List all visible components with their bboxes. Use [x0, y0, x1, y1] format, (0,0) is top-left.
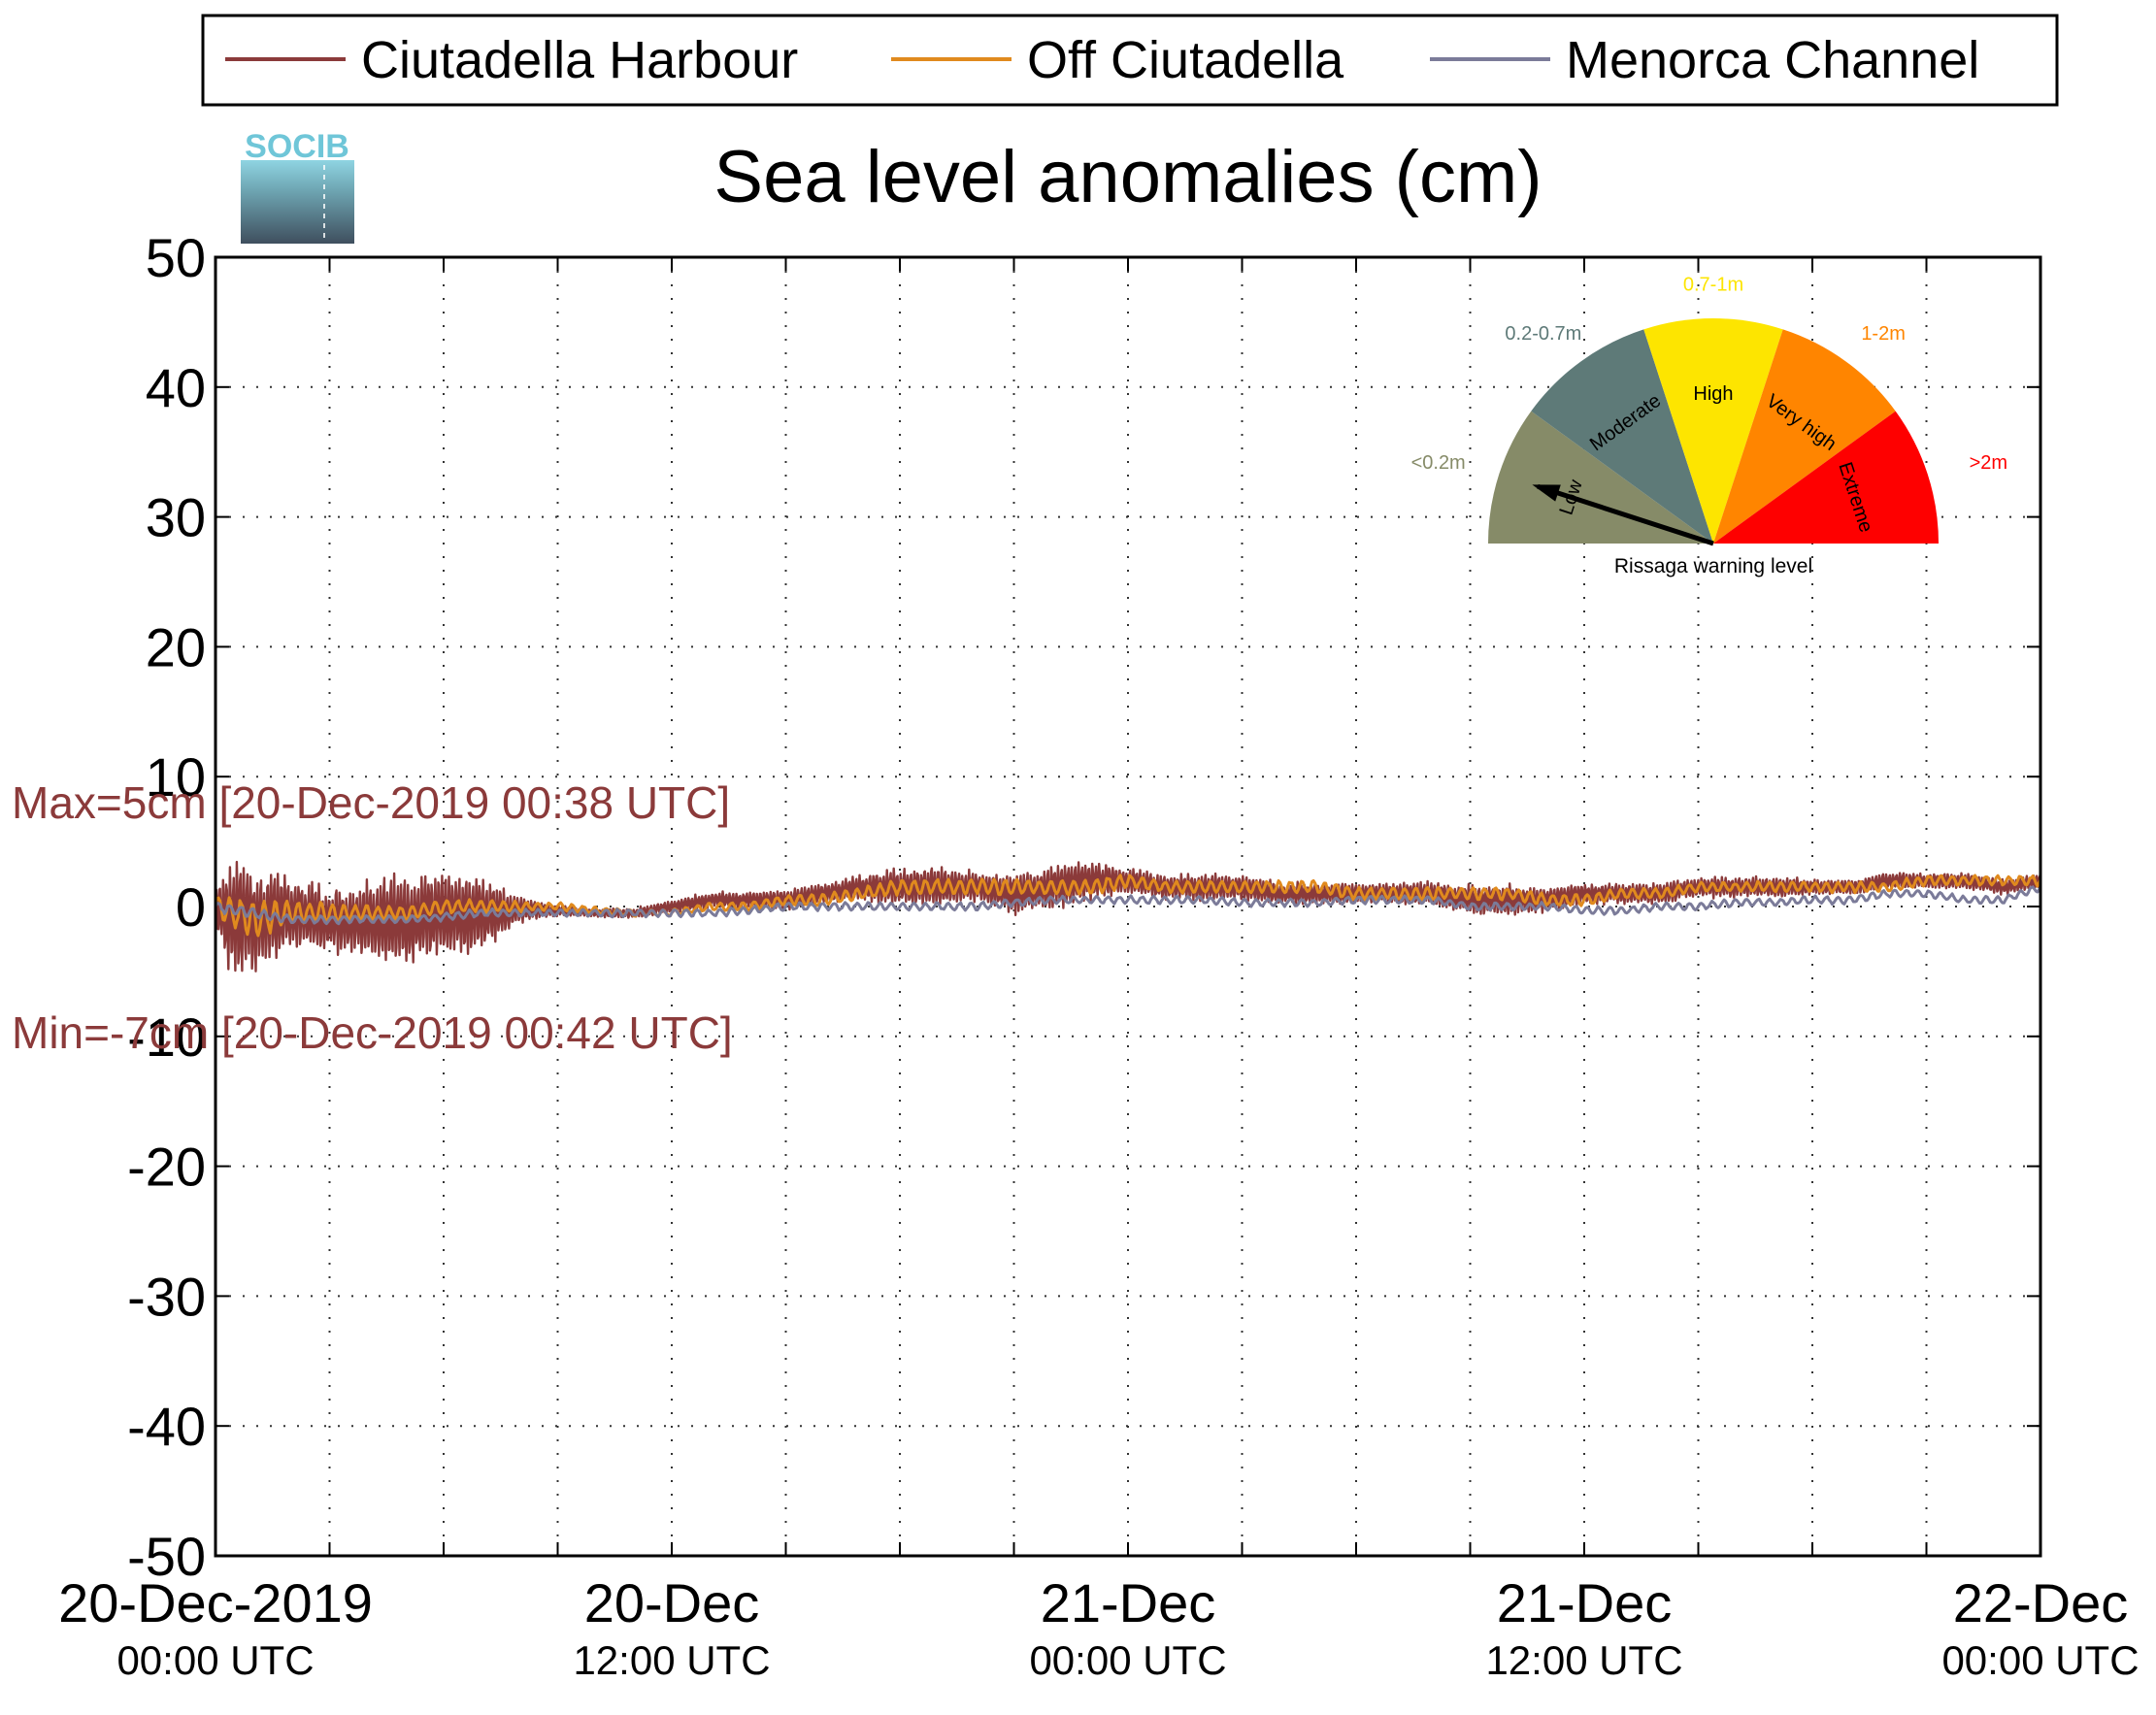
logo-wave-block	[241, 160, 354, 244]
y-tick-label: 10	[146, 746, 206, 808]
x-tick-label-date: 20-Dec	[584, 1572, 760, 1633]
x-tick-label-date: 21-Dec	[1041, 1572, 1216, 1633]
series-lines	[216, 860, 2040, 973]
legend-box	[201, 14, 2059, 107]
legend: Ciutadella Harbour Off Ciutadella Menorc…	[201, 14, 2059, 107]
max-annotation: Max=5cm [20-Dec-2019 00:38 UTC]	[12, 777, 730, 828]
gauge-segment-very-high	[1713, 329, 1896, 544]
gauge-segment-extreme	[1713, 411, 1939, 544]
y-tick-label: 50	[146, 227, 206, 288]
y-tick-label: -50	[127, 1526, 206, 1587]
legend-label-off-ciutadella: Off Ciutadella	[1027, 31, 1344, 89]
gauge-segment-low	[1488, 411, 1713, 544]
gauge-range-label: 0.7-1m	[1683, 274, 1743, 295]
x-tick-label-time: 00:00 UTC	[1029, 1637, 1226, 1683]
gauge-range-label: 1-2m	[1861, 323, 1906, 345]
series-line-menorca-channel	[216, 885, 2040, 926]
legend-label-menorca-channel: Menorca Channel	[1566, 31, 1979, 89]
plot-frame	[214, 255, 2042, 1558]
gauge-needle	[1537, 483, 1714, 546]
grid-lines	[216, 257, 2040, 1556]
x-tick-label-date: 21-Dec	[1497, 1572, 1673, 1633]
min-annotation: Min=-7cm [20-Dec-2019 00:42 UTC]	[12, 1007, 733, 1058]
series-line-off-ciutadella	[216, 874, 2040, 938]
y-tick-label: 30	[146, 487, 206, 548]
x-tick-label-date: 22-Dec	[1953, 1572, 2129, 1633]
gauge-segment-high	[1643, 318, 1783, 544]
y-tick-label: -40	[127, 1396, 206, 1457]
y-tick-label: -10	[127, 1006, 206, 1068]
x-tick-label-date: 20-Dec-2019	[58, 1572, 373, 1633]
gauge-needle-head	[1532, 484, 1561, 502]
y-axis: 50 40 30 20 10 0 -10 -20 -30 -40 -50	[127, 227, 2040, 1587]
logo-text: SOCIB	[245, 128, 349, 165]
gauge-range-label: >2m	[1970, 452, 2007, 474]
x-tick-label-time: 12:00 UTC	[1485, 1637, 1682, 1683]
y-tick-label: -20	[127, 1137, 206, 1198]
legend-label-ciutadella-harbour: Ciutadella Harbour	[361, 31, 798, 89]
x-tick-label-time: 12:00 UTC	[573, 1637, 770, 1683]
y-tick-label: 0	[176, 876, 206, 938]
socib-logo: SOCIB	[241, 128, 354, 244]
gauge-segment-moderate	[1531, 329, 1713, 544]
x-tick-label-time: 00:00 UTC	[116, 1637, 314, 1683]
x-tick-label-time: 00:00 UTC	[1941, 1637, 2139, 1683]
gauge-range-label: 0.2-0.7m	[1505, 323, 1581, 345]
gauge-level-name: High	[1693, 383, 1733, 405]
y-tick-label: -30	[127, 1266, 206, 1327]
y-tick-label: 40	[146, 357, 206, 418]
gauge-range-label: <0.2m	[1411, 452, 1466, 474]
y-tick-label: 20	[146, 616, 206, 677]
chart-title: Sea level anomalies (cm)	[713, 136, 1542, 218]
gauge-caption: Rissaga warning level	[1614, 555, 1812, 577]
